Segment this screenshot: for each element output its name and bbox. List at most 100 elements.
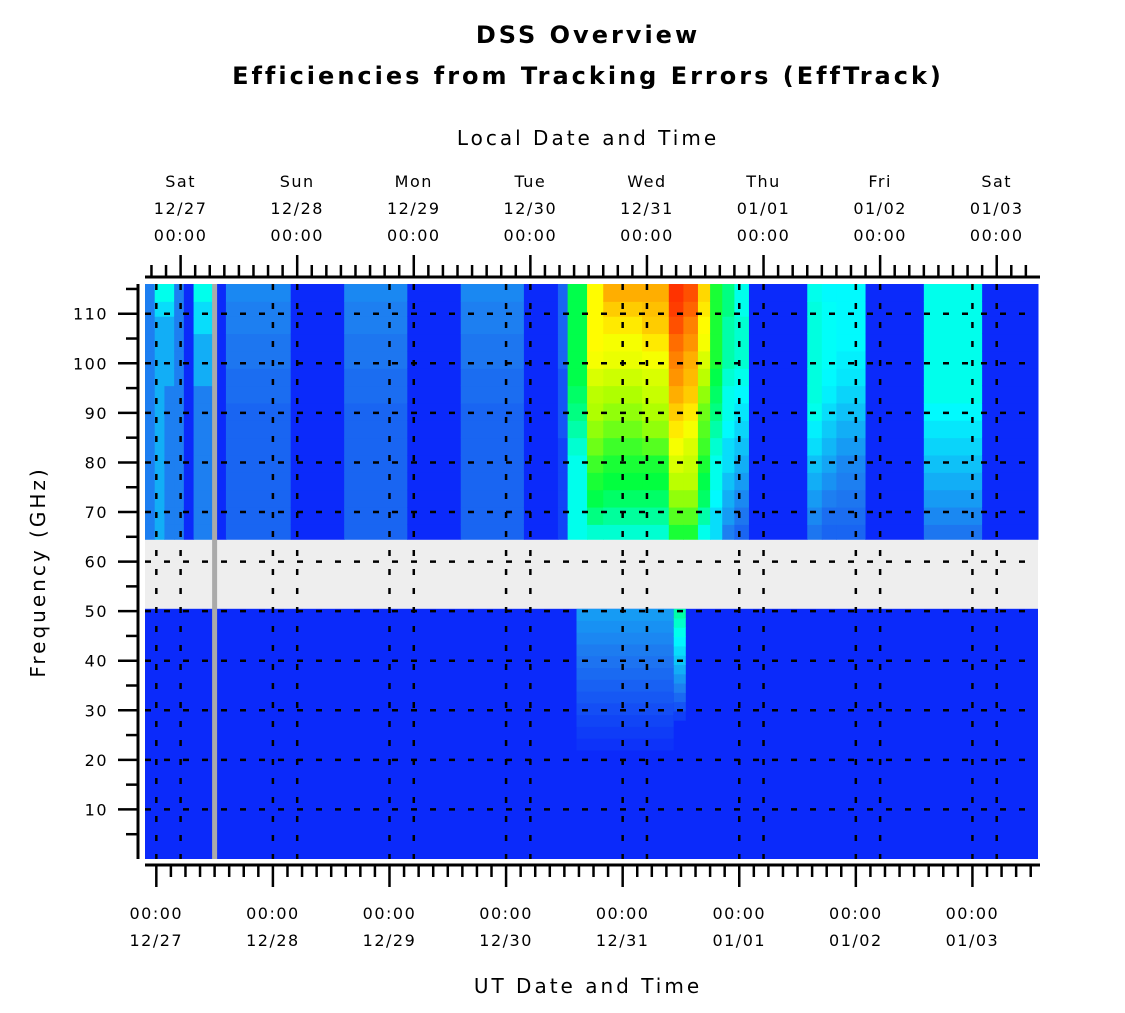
heatmap-cell — [836, 489, 867, 508]
low-band-cell — [673, 710, 686, 721]
heatmap-cell — [174, 368, 185, 387]
heatmap-cell — [225, 524, 292, 540]
heatmap-cell — [982, 301, 1039, 317]
local-tick-day-label: Sat — [981, 172, 1012, 191]
heatmap-cell — [697, 437, 711, 456]
heatmap-cell — [145, 420, 156, 439]
heatmap-cell — [603, 420, 643, 439]
heatmap-cell — [460, 385, 525, 404]
heatmap-cell — [807, 350, 823, 369]
heatmap-cell — [523, 316, 559, 335]
heatmap-cell — [523, 385, 559, 404]
y-tick-label: 110 — [73, 305, 108, 324]
heatmap-cell — [567, 284, 588, 302]
heatmap-cell — [225, 420, 292, 439]
heatmap-cell — [183, 385, 195, 404]
heatmap-cell — [642, 350, 670, 369]
ut-tick-date-label: 01/03 — [946, 931, 1000, 950]
ut-tick-date-label: 01/02 — [829, 931, 883, 950]
heatmap-cell — [982, 350, 1039, 369]
heatmap-cell — [523, 284, 559, 302]
heatmap-cell — [734, 489, 750, 508]
heatmap-cell — [722, 385, 735, 404]
heatmap-cell — [154, 455, 165, 473]
heatmap-cell — [154, 350, 165, 369]
heatmap-cell — [174, 350, 185, 369]
heatmap-cell — [344, 301, 408, 317]
local-tick-time-label: 00:00 — [970, 226, 1024, 245]
heatmap-cell — [587, 333, 604, 352]
heatmap-cell — [821, 284, 837, 302]
heatmap-cell — [193, 489, 217, 508]
heatmap-cell — [164, 437, 175, 456]
heatmap-cell — [460, 489, 525, 508]
ut-tick-time-label: 00:00 — [246, 904, 300, 923]
heatmap-cell — [174, 284, 185, 302]
heatmap-cell — [697, 368, 711, 387]
heatmap-cell — [164, 472, 175, 491]
heatmap-cell — [734, 385, 750, 404]
heatmap-cell — [821, 316, 837, 335]
heatmap-cell — [290, 489, 345, 508]
heatmap-cell — [407, 437, 462, 456]
heatmap-cell — [821, 524, 837, 540]
heatmap-cell — [923, 524, 983, 540]
heatmap-cell — [587, 472, 604, 491]
heatmap-cell — [865, 301, 925, 317]
heatmap-cell — [722, 284, 735, 302]
heatmap-cell — [748, 455, 808, 473]
heatmap-cell — [642, 333, 670, 352]
heatmap-cell — [344, 316, 408, 335]
heatmap-cell — [807, 368, 823, 387]
heatmap-cell — [923, 402, 983, 421]
y-tick-label: 80 — [85, 453, 108, 472]
heatmap-cell — [734, 284, 750, 302]
heatmap-cell — [982, 368, 1039, 387]
local-tick-date-label: 12/27 — [154, 199, 208, 218]
heatmap-cell — [216, 472, 227, 491]
heatmap-cell — [216, 437, 227, 456]
heatmap-cell — [697, 333, 711, 352]
heatmap-cell — [145, 524, 156, 540]
heatmap-cell — [697, 350, 711, 369]
local-tick-time-label: 00:00 — [270, 226, 324, 245]
ut-tick-date-label: 12/27 — [130, 931, 184, 950]
heatmap-cell — [722, 368, 735, 387]
heatmap-cell — [145, 301, 156, 317]
heatmap-cell — [145, 472, 156, 491]
heatmap-cell — [460, 368, 525, 387]
heatmap-cell — [164, 284, 175, 302]
low-band-cell — [576, 632, 674, 645]
local-tick-day-label: Sun — [280, 172, 315, 191]
heatmap-cell — [697, 507, 711, 525]
heatmap-cell — [734, 316, 750, 335]
heatmap-cell — [734, 420, 750, 439]
heatmap-cell — [407, 455, 462, 473]
low-band-cell — [673, 664, 686, 675]
heatmap-cell — [683, 333, 699, 352]
heatmap-cell — [710, 385, 723, 404]
heatmap-cell — [460, 333, 525, 352]
heatmap-cell — [523, 420, 559, 439]
heatmap-cell — [836, 437, 867, 456]
axes — [118, 255, 1040, 887]
low-band-cell — [576, 643, 674, 657]
grid-lines — [145, 284, 1038, 859]
heatmap-cell — [821, 385, 837, 404]
heatmap-cell — [722, 333, 735, 352]
local-tick-date-label: 01/01 — [737, 199, 791, 218]
heatmap-cell — [344, 385, 408, 404]
heatmap-cell — [982, 316, 1039, 335]
heatmap-cell — [821, 420, 837, 439]
ut-tick-time-label: 00:00 — [712, 904, 766, 923]
heatmap-cell — [290, 437, 345, 456]
heatmap-cell — [821, 350, 837, 369]
low-band-cell — [576, 714, 674, 727]
y-tick-label: 90 — [85, 404, 108, 423]
heatmap-cell — [807, 333, 823, 352]
heatmap-cell — [697, 472, 711, 491]
heatmap-cell — [587, 385, 604, 404]
heatmap-cell — [290, 472, 345, 491]
heatmap-cell — [603, 301, 643, 317]
heatmap-cell — [697, 455, 711, 473]
